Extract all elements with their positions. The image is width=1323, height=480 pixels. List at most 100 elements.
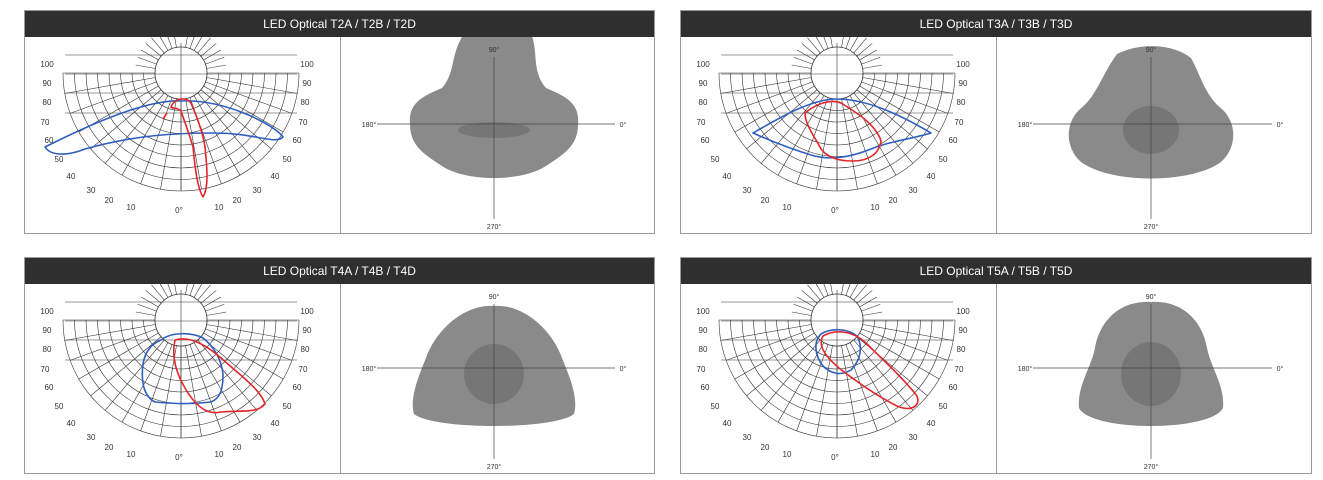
polar-radial-label: 60 [949, 136, 958, 145]
grid-spoke [137, 303, 157, 312]
isolux-label-bottom: 270° [1144, 463, 1159, 471]
isolux-label-right: 0° [1277, 365, 1284, 373]
polar-radial-label: 50 [283, 402, 292, 411]
polar-radial-label: 70 [955, 118, 964, 127]
grid-spoke [849, 280, 861, 298]
polar-radial-label: 70 [697, 365, 706, 374]
isolux-diagram: 90° 180° 0° 270° [341, 284, 654, 473]
polar-radial-label: 80 [957, 98, 966, 107]
grid-spoke [853, 37, 867, 54]
isolux-chart: 90° 180° 0° 270° [1018, 46, 1284, 231]
polar-radial-label: 90 [43, 79, 52, 88]
grid-spoke [164, 276, 173, 296]
isolux-label-top: 90° [489, 46, 500, 54]
grid-spoke [813, 280, 825, 298]
polar-radial-label: 90 [699, 326, 708, 335]
grid-spoke [197, 284, 211, 301]
grid-spoke [157, 280, 169, 298]
panel-divider [340, 284, 341, 473]
isolux-label-right: 0° [620, 365, 627, 373]
grid-spoke [845, 29, 854, 49]
polar-radial-label: 60 [293, 383, 302, 392]
polar-radial-label: 90 [43, 326, 52, 335]
grid-spoke [791, 311, 812, 316]
polar-radial-label: 100 [300, 60, 314, 69]
optic-panel-t4: LED Optical T4A / T4B / T4D 100 90 80 70 60 5… [24, 257, 655, 474]
polar-radial-label: 20 [761, 443, 770, 452]
polar-radial-label: 100 [40, 60, 54, 69]
panel-title: LED Optical T5A / T5B / T5D [681, 258, 1311, 284]
isolux-label-left: 180° [1018, 365, 1033, 373]
polar-radial-label: 10 [783, 203, 792, 212]
grid-spoke [862, 311, 883, 316]
grid-spoke [151, 284, 165, 301]
polar-radial-label: 80 [957, 345, 966, 354]
polar-radial-label: 20 [761, 196, 770, 205]
polar-radial-label: 90 [959, 326, 968, 335]
polar-radial-label: 80 [301, 98, 310, 107]
grid-spoke [185, 274, 190, 295]
polar-radial-label: 10 [127, 203, 136, 212]
isolux-label-left: 180° [362, 121, 377, 129]
isolux-label-bottom: 270° [487, 463, 502, 471]
polar-radial-label: 40 [927, 419, 936, 428]
grid-spoke [206, 311, 227, 316]
grid-spoke [791, 64, 812, 69]
polar-radial-label: 10 [127, 450, 136, 459]
optic-panel-t3: LED Optical T3A / T3B / T3D 100 90 80 70 60 5… [680, 10, 1312, 234]
panel-title: LED Optical T4A / T4B / T4D [25, 258, 654, 284]
isolux-label-top: 90° [1146, 46, 1157, 54]
grid-spoke [145, 290, 162, 304]
grid-spoke [807, 284, 821, 301]
polar-radial-label: 10 [871, 203, 880, 212]
polar-radial-label: 0° [831, 453, 839, 462]
grid-spoke [828, 274, 833, 295]
polar-radial-label: 20 [105, 443, 114, 452]
grid-spoke [200, 290, 217, 304]
polar-radial-label: 90 [699, 79, 708, 88]
grid-spoke [135, 311, 156, 316]
grid-spoke [861, 56, 881, 65]
polar-radial-label: 80 [43, 345, 52, 354]
isolux-label-top: 90° [489, 293, 500, 301]
polar-radial-label: 20 [105, 196, 114, 205]
grid-spoke [793, 303, 813, 312]
curve-blue [815, 328, 862, 375]
grid-spoke [801, 290, 818, 304]
grid-spoke [813, 33, 825, 51]
isolux-label-right: 0° [620, 121, 627, 129]
polar-radial-label: 20 [233, 196, 242, 205]
grid-spoke [205, 303, 225, 312]
isolux-label-right: 0° [1277, 121, 1284, 129]
grid-spoke [853, 284, 867, 301]
grid-spoke [193, 280, 205, 298]
polar-diagram: 100 90 80 70 60 50 40 30 20 10 0° 10 20 30 40 50 60 70 80 9… [25, 274, 340, 473]
grid-spoke [193, 33, 205, 51]
polar-radial-label: 10 [871, 450, 880, 459]
polar-radial-label: 50 [711, 402, 720, 411]
polar-radial-label: 90 [303, 326, 312, 335]
polar-radial-label: 40 [723, 419, 732, 428]
curve-blue [44, 100, 284, 155]
panel-title: LED Optical T2A / T2B / T2D [25, 11, 654, 37]
grid-spoke [845, 276, 854, 296]
polar-radial-label: 70 [41, 365, 50, 374]
polar-radial-label: 0° [831, 206, 839, 215]
polar-radial-label: 30 [253, 186, 262, 195]
curve-blue [141, 332, 224, 405]
polar-radial-label: 70 [299, 365, 308, 374]
polar-radial-label: 50 [939, 155, 948, 164]
grid-spoke [157, 33, 169, 51]
isolux-diagram: 90° 180° 0° 270° [341, 28, 654, 233]
isolux-label-left: 180° [362, 365, 377, 373]
polar-radial-label: 100 [300, 307, 314, 316]
polar-radial-label: 50 [283, 155, 292, 164]
curve-red [820, 331, 919, 410]
isolux-label-bottom: 270° [1144, 223, 1159, 231]
grid-spoke [137, 56, 157, 65]
polar-radial-label: 60 [45, 383, 54, 392]
grid-spoke [200, 43, 217, 57]
